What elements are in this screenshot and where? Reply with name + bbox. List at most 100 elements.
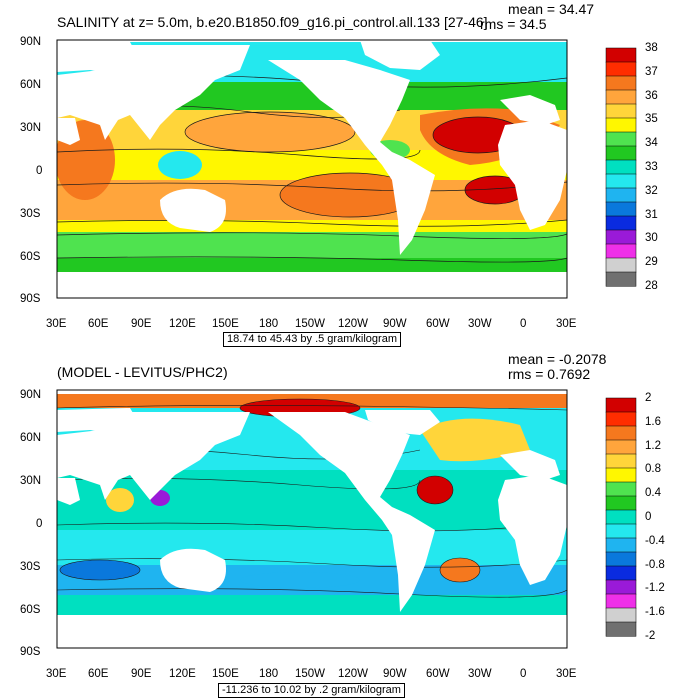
lon-tick: 180 xyxy=(259,668,279,680)
colorbar-label: 1.2 xyxy=(645,439,661,452)
lon-tick: 0 xyxy=(520,668,527,680)
lon-tick: 150W xyxy=(295,318,326,330)
lon-tick: 120E xyxy=(169,318,196,330)
contour-info-label: -11.236 to 10.02 by .2 gram/kilogram xyxy=(218,683,405,698)
mean-label: mean = -0.2078 xyxy=(508,351,607,367)
south-atlantic-max xyxy=(465,176,525,204)
colorbar-swatch xyxy=(605,411,637,427)
australia xyxy=(160,548,226,592)
colorbar-swatch xyxy=(605,593,637,609)
europe xyxy=(500,450,560,480)
colorbar-swatch xyxy=(605,215,637,231)
greenland xyxy=(365,410,440,435)
rms-label: rms = 34.5 xyxy=(480,16,547,32)
difference-panel: (MODEL - LEVITUS/PHC2) mean = -0.2078 rm… xyxy=(0,350,700,700)
colorbar-label: 29 xyxy=(645,256,658,269)
lat-tick: 30N xyxy=(20,475,42,487)
salinity-panel: SALINITY at z= 5.0m, b.e20.B1850.f09_g16… xyxy=(20,1,658,347)
colorbar-swatch xyxy=(605,607,637,623)
lon-tick: 90E xyxy=(131,318,152,330)
colorbar-swatch xyxy=(605,75,637,91)
lat-tick: 30S xyxy=(20,561,41,573)
lat-tick: 90N xyxy=(20,36,42,48)
arabia xyxy=(57,478,80,505)
map-frame xyxy=(56,389,568,649)
salinity-colorbar xyxy=(605,47,637,287)
lon-tick: 150W xyxy=(295,668,326,680)
africa xyxy=(498,475,567,585)
antarctica xyxy=(57,272,567,298)
colorbar-swatch xyxy=(605,47,637,63)
colorbar-label: 37 xyxy=(645,65,658,78)
salinity-field xyxy=(57,40,567,298)
bay-of-bengal-anomaly xyxy=(106,488,134,512)
mean-label: mean = 34.47 xyxy=(508,1,595,17)
colorbar-label: 30 xyxy=(645,232,658,245)
colorbar-label: 0 xyxy=(645,511,652,523)
lon-tick: 30W xyxy=(468,668,492,680)
pacific-negative xyxy=(240,572,360,588)
lon-tick: 60W xyxy=(426,668,450,680)
lon-tick: 60W xyxy=(426,318,450,330)
antarctica xyxy=(57,618,567,648)
colorbar-label: -1.6 xyxy=(645,606,665,619)
land-mask xyxy=(57,408,567,648)
colorbar-label: -2 xyxy=(645,630,656,642)
lon-tick: 60E xyxy=(88,318,109,330)
australia xyxy=(160,188,226,232)
colorbar-label: 31 xyxy=(645,208,658,221)
lon-tick: 120W xyxy=(338,318,369,330)
colorbar-label: -0.4 xyxy=(645,534,665,547)
colorbar-label: 32 xyxy=(645,184,658,197)
lon-tick: 120W xyxy=(338,668,369,680)
colorbar-label: 35 xyxy=(645,113,658,126)
lon-tick: 30W xyxy=(468,318,492,330)
colorbar-swatch xyxy=(605,453,637,469)
colorbar-label: 34 xyxy=(645,137,658,150)
colorbar-swatch xyxy=(605,271,637,287)
circumpolar-field xyxy=(57,595,567,615)
lon-tick: 60E xyxy=(88,668,109,680)
maritime-continent-fresh xyxy=(158,151,202,179)
colorbar-swatch xyxy=(605,103,637,119)
lon-tick: 150E xyxy=(212,318,239,330)
north-atlantic-anomaly xyxy=(420,418,530,462)
colorbar-swatch xyxy=(605,243,637,259)
north-pacific-max xyxy=(185,112,355,152)
colorbar-swatch xyxy=(605,621,637,637)
antarctic-band xyxy=(57,258,567,272)
map-frame xyxy=(56,39,568,299)
colorbar-swatch xyxy=(605,579,637,595)
difference-field xyxy=(57,390,567,648)
colorbar-label: -1.2 xyxy=(645,582,665,595)
colorbar-swatch xyxy=(605,61,637,77)
indian-ocean-negative xyxy=(60,560,140,580)
colorbar-swatch xyxy=(605,89,637,105)
lat-tick: 60N xyxy=(20,432,42,444)
land-mask xyxy=(57,40,567,298)
colorbar-swatch xyxy=(605,537,637,553)
colorbar-swatch xyxy=(605,201,637,217)
southern-transition-band xyxy=(57,220,567,234)
rms-label: rms = 0.7692 xyxy=(508,366,591,382)
difference-map xyxy=(56,389,637,649)
colorbar-swatch xyxy=(605,131,637,147)
arabia xyxy=(57,118,80,145)
lat-tick: 90S xyxy=(20,646,41,658)
africa xyxy=(498,120,567,230)
colorbar-swatch xyxy=(605,509,637,525)
colorbar-label: 0.8 xyxy=(645,463,661,476)
colorbar-swatch xyxy=(605,145,637,161)
colorbar-swatch xyxy=(605,565,637,581)
lat-tick: 90S xyxy=(20,293,41,305)
colorbar-swatch xyxy=(605,439,637,455)
lat-tick: 90N xyxy=(20,389,42,401)
lon-tick: 150E xyxy=(212,668,239,680)
lat-tick: 30N xyxy=(20,122,42,134)
colorbar-label: 28 xyxy=(645,280,658,292)
colorbar-label: -0.8 xyxy=(645,558,665,571)
contour-info-label: 18.74 to 45.43 by .5 gram/kilogram xyxy=(223,332,401,347)
salinity-map xyxy=(56,39,637,299)
colorbar-label: 2 xyxy=(645,392,652,404)
lat-tick: 0 xyxy=(36,165,43,177)
